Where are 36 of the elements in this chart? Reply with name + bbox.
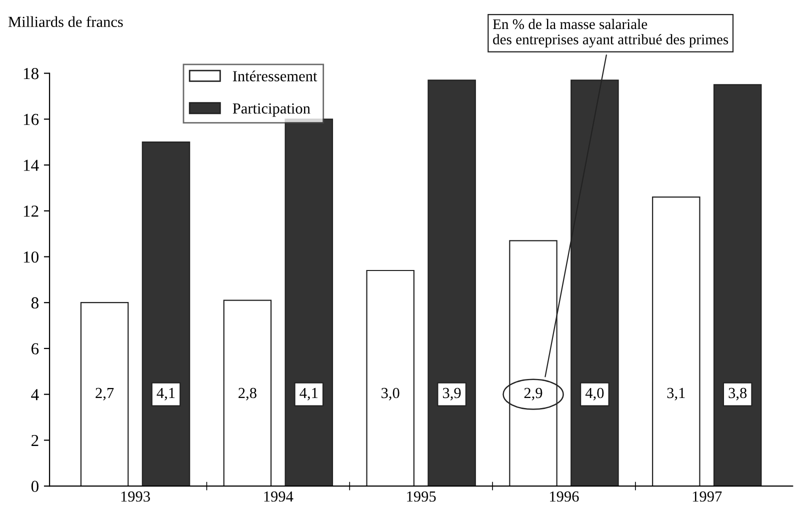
annotation: 4,1 <box>300 388 318 400</box>
bar <box>652 196 700 486</box>
annotation: 2,8 <box>238 388 256 400</box>
x-tick-label: 1997 <box>692 491 722 502</box>
x-tick-label: 1996 <box>550 491 579 502</box>
annotation: 3,9 <box>442 388 461 400</box>
annotation: 4,0 <box>585 388 604 400</box>
y-tick-label: 10 <box>24 251 38 263</box>
y-axis-title: Milliards de francs <box>8 16 123 28</box>
bar <box>223 300 272 486</box>
y-tick-label: 6 <box>32 343 39 354</box>
y-tick-label: 14 <box>24 160 39 171</box>
x-tick-label: 1995 <box>407 491 436 502</box>
bar <box>366 270 414 486</box>
annotation: 3,0 <box>382 388 400 400</box>
bar <box>713 84 762 486</box>
y-tick-label: 16 <box>24 114 39 126</box>
y-tick-label: 2 <box>32 434 38 446</box>
bar <box>428 80 476 486</box>
x-tick-label: 1994 <box>264 491 294 502</box>
x-tick-label: 1993 <box>121 491 150 502</box>
bar <box>80 302 129 486</box>
annotation: 3,8 <box>728 388 747 400</box>
text: En % de la masse salariale des entreprises ayant attribué des primes <box>492 18 728 48</box>
annotation: 4,1 <box>156 388 175 400</box>
y-tick-label: 4 <box>31 389 39 400</box>
annotation: 2,7 <box>96 388 114 400</box>
legend-label: Intéressement <box>232 70 318 82</box>
y-tick-label: 12 <box>24 206 38 217</box>
y-tick-label: 18 <box>24 68 38 80</box>
annotation: 2,9 <box>524 388 542 400</box>
y-tick-label: 8 <box>31 297 38 309</box>
legend-label: Participation <box>232 103 310 117</box>
y-tick-label: 0 <box>31 480 38 492</box>
annotation: 3,1 <box>667 388 685 400</box>
bar <box>142 142 190 486</box>
